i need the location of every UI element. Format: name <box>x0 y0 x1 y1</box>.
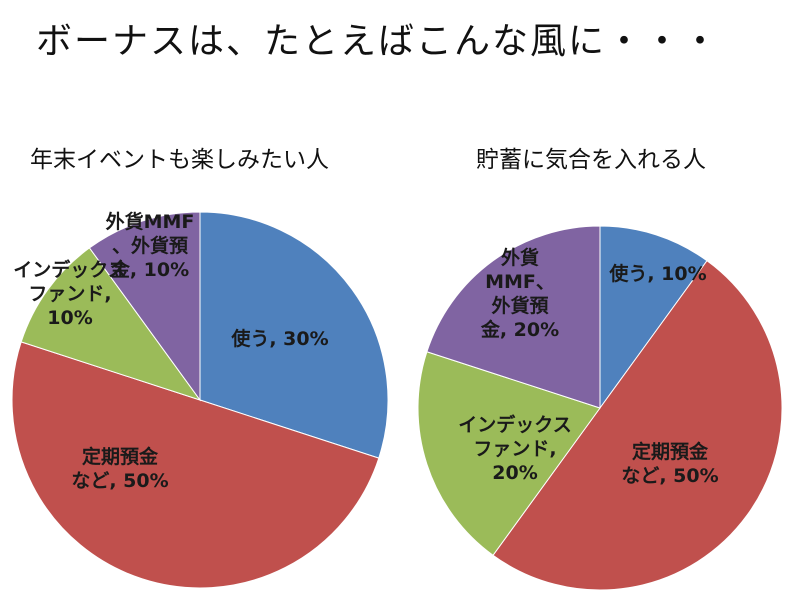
page-title: ボーナスは、たとえばこんな風に・・・ <box>36 21 721 62</box>
pie-right-slice-4 <box>426 225 601 409</box>
pie-left-label-1: 使う, 30% <box>230 328 328 350</box>
pie-left-slice-2 <box>11 341 380 589</box>
pie-right-label-4: 外貨 MMF、外貨預金, 20% <box>480 246 559 341</box>
chart-right-title: 貯蓄に気合を入れる人 <box>476 147 706 173</box>
pie-chart-left: 使う, 30% 定期預金など, 50% インデックスファンド, 10%外貨MMF 、外貨… <box>11 210 389 589</box>
pie-chart-right: 使う, 10% 定期預金など, 50% インデックスファンド, 20% 外貨 MMF、外貨… <box>417 225 783 591</box>
pie-right-slice-1 <box>599 225 708 410</box>
pie-left-label-4: 外貨MMF 、外貨預金, 10% <box>106 210 195 281</box>
pie-right-label-2: 定期預金など, 50% <box>621 440 718 487</box>
pie-left-label-3: インデックスファンド, 10% <box>13 258 126 329</box>
pie-right-slice-2 <box>492 260 783 591</box>
pie-right-label-3: インデックスファンド, 20% <box>458 413 571 484</box>
pie-left-slice-1 <box>199 211 389 459</box>
pie-right-slice-3 <box>417 351 601 556</box>
pie-left-slice-4 <box>88 211 201 402</box>
pie-right-label-1: 使う, 10% <box>608 263 706 285</box>
pie-left-label-2: 定期預金など, 50% <box>71 445 168 492</box>
pie-left-slice-3 <box>20 247 202 401</box>
chart-left-title: 年末イベントも楽しみたい人 <box>30 147 329 173</box>
